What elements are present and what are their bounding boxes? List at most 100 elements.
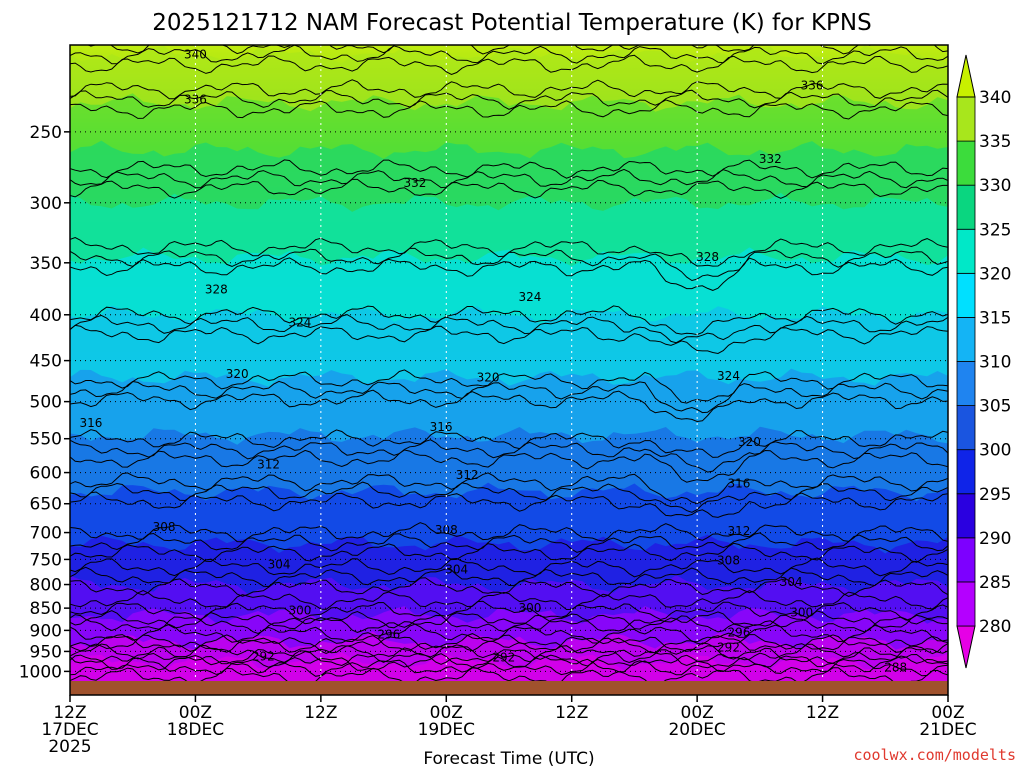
contour-label: 304	[445, 563, 468, 577]
ground-band	[70, 681, 948, 695]
x-tick-label: 20DEC	[668, 720, 725, 740]
contour-line	[70, 369, 948, 404]
contour-line	[70, 646, 948, 667]
y-tick-label: 250	[30, 123, 62, 143]
colorbar-segment	[956, 405, 976, 451]
colorbar-label: 330	[979, 176, 1011, 196]
colorbar: 280 285 290 295 300 305 310 315 320 325 330 335 340	[956, 54, 1011, 669]
contour-label: 324	[518, 290, 541, 304]
contour-label: 312	[257, 458, 280, 472]
contour-line	[70, 449, 948, 483]
contour-label: 324	[717, 369, 740, 383]
x-tick-label: 21DEC	[919, 720, 976, 740]
contour-label: 340	[184, 48, 207, 62]
contour-label: 316	[430, 420, 453, 434]
fill-band	[70, 652, 948, 681]
contour-line	[70, 522, 948, 543]
contour-line	[70, 168, 948, 189]
contour-line	[70, 653, 948, 674]
contour-line	[70, 247, 948, 282]
contour-line	[70, 79, 948, 100]
y-tick-label: 700	[30, 524, 62, 544]
colorbar-segment	[956, 228, 976, 274]
contour-label: 328	[696, 250, 719, 264]
y-tick-label: 750	[30, 550, 62, 570]
contour-label: 312	[456, 468, 479, 482]
x-tick-label: 00Z	[931, 703, 964, 723]
contour-line	[70, 566, 948, 588]
colorbar-segment	[956, 449, 976, 495]
x-tick-label: 12Z	[53, 703, 86, 723]
contour-label: 328	[205, 283, 228, 297]
plot-frame	[69, 44, 949, 696]
colorbar-segment	[956, 317, 976, 362]
contour-line	[70, 380, 948, 414]
contour-line	[70, 623, 948, 644]
contour-label: 324	[288, 315, 311, 329]
x-tick-label: 00Z	[430, 703, 463, 723]
contour-label: 292	[252, 649, 275, 663]
x-tick-label: 00Z	[681, 703, 714, 723]
y-tick-label: 450	[30, 352, 62, 372]
colorbar-segment	[956, 96, 976, 142]
y-tick-label: 850	[30, 599, 62, 619]
contour-line	[70, 314, 948, 344]
x-tick-label: 19DEC	[418, 720, 475, 740]
x-tick-label: 17DEC	[41, 720, 98, 740]
contour-line	[70, 557, 948, 578]
contour-label: 320	[738, 435, 761, 449]
colorbar-min-arrow	[956, 625, 976, 669]
x-tick-label: 12Z	[806, 703, 839, 723]
y-tick-label: 650	[30, 495, 62, 515]
colorbar-label: 315	[979, 308, 1011, 328]
contour-line	[70, 99, 948, 120]
contour-line	[70, 491, 948, 518]
contour-label: 296	[377, 628, 400, 642]
y-tick-label: 550	[30, 430, 62, 450]
colorbar-segment	[956, 272, 976, 318]
contour-line	[70, 54, 948, 76]
y-tick-label: 1000	[19, 662, 62, 682]
contour-line	[70, 257, 948, 291]
contour-line	[70, 634, 948, 655]
contour-line	[70, 159, 948, 179]
contour-label: 292	[492, 651, 515, 665]
y-tick-label: 900	[30, 621, 62, 641]
contour-line	[70, 324, 948, 355]
y-tick-label: 400	[30, 306, 62, 326]
x-axis-label: Forecast Time (UTC)	[423, 749, 594, 768]
contour-label: 316	[727, 476, 750, 490]
contour-label: 300	[288, 603, 311, 617]
chart-title: 2025121712 NAM Forecast Potential Temper…	[152, 10, 871, 36]
contour-label: 308	[435, 523, 458, 537]
contour-label: 300	[518, 601, 541, 615]
contour-label: 304	[268, 558, 291, 572]
contour-line	[70, 472, 948, 505]
colorbar-label: 285	[979, 573, 1011, 593]
colorbar-label: 305	[979, 397, 1011, 417]
contour-label: 304	[780, 575, 803, 589]
x-tick-label: 00Z	[179, 703, 212, 723]
colorbar-max-arrow	[956, 54, 976, 98]
contour-label: 292	[717, 640, 740, 654]
colorbar-label: 290	[979, 529, 1011, 549]
colorbar-segment	[956, 140, 976, 186]
colorbar-segment	[956, 581, 976, 627]
contour-line	[70, 532, 948, 553]
contour-line	[70, 600, 948, 621]
contour-label: 320	[477, 371, 500, 385]
y-tick-label: 500	[30, 393, 62, 413]
contour-line	[70, 305, 948, 336]
contour-label: 332	[403, 176, 426, 190]
colorbar-segment	[956, 361, 976, 406]
y-axis: 2503003504004505005506006507007508008509…	[19, 123, 70, 682]
contour-line	[70, 542, 948, 563]
colorbar-label: 310	[979, 353, 1011, 373]
x-tick-label: 18DEC	[167, 720, 224, 740]
contour-label: 332	[759, 152, 782, 166]
contour-line	[70, 610, 948, 630]
colorbar-label: 280	[979, 617, 1011, 637]
y-tick-label: 300	[30, 194, 62, 214]
